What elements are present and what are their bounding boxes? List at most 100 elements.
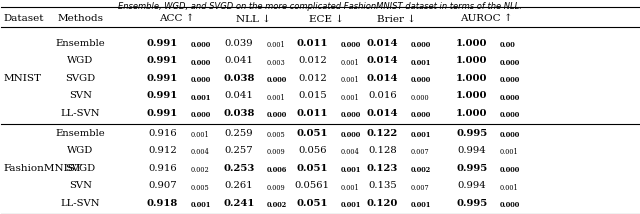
Text: LL-SVN: LL-SVN (61, 199, 100, 208)
Text: 0.000: 0.000 (267, 76, 287, 84)
Text: 0.001: 0.001 (411, 201, 431, 209)
Text: 0.001: 0.001 (340, 59, 359, 67)
Text: 0.000: 0.000 (500, 131, 520, 139)
Text: 0.001: 0.001 (340, 76, 359, 84)
Text: Ensemble: Ensemble (56, 39, 106, 48)
Text: 0.004: 0.004 (340, 149, 359, 156)
Text: 0.001: 0.001 (340, 166, 361, 174)
Text: 0.015: 0.015 (298, 91, 326, 100)
Text: 0.912: 0.912 (148, 146, 177, 155)
Text: 0.135: 0.135 (368, 181, 397, 190)
Text: 0.038: 0.038 (223, 109, 255, 118)
Text: 0.039: 0.039 (225, 39, 253, 48)
Text: 0.051: 0.051 (296, 128, 328, 138)
Text: 0.241: 0.241 (223, 199, 255, 208)
Text: 0.991: 0.991 (147, 74, 178, 83)
Text: 0.907: 0.907 (148, 181, 177, 190)
Text: AUROC ↑: AUROC ↑ (460, 15, 513, 24)
Text: 0.002: 0.002 (411, 166, 431, 174)
Text: 0.916: 0.916 (148, 163, 177, 172)
Text: 0.994: 0.994 (458, 146, 486, 155)
Text: Ensemble: Ensemble (56, 128, 106, 138)
Text: 0.120: 0.120 (367, 199, 398, 208)
Text: 0.001: 0.001 (411, 131, 431, 139)
Text: 0.000: 0.000 (190, 76, 211, 84)
Text: 0.991: 0.991 (147, 56, 178, 65)
Text: 0.014: 0.014 (367, 39, 398, 48)
Text: 0.005: 0.005 (190, 184, 209, 192)
Text: MNIST: MNIST (4, 74, 42, 83)
Text: 1.000: 1.000 (456, 91, 488, 100)
Text: 0.000: 0.000 (267, 111, 287, 119)
Text: 0.123: 0.123 (367, 163, 398, 172)
Text: 0.005: 0.005 (267, 131, 285, 139)
Text: 0.001: 0.001 (267, 41, 285, 49)
Text: SVGD: SVGD (65, 74, 95, 83)
Text: 0.000: 0.000 (340, 111, 361, 119)
Text: 0.001: 0.001 (190, 201, 211, 209)
Text: 0.0561: 0.0561 (295, 181, 330, 190)
Text: 0.014: 0.014 (367, 74, 398, 83)
Text: 0.041: 0.041 (225, 56, 253, 65)
Text: 0.014: 0.014 (367, 56, 398, 65)
Text: 0.916: 0.916 (148, 128, 177, 138)
Text: 0.007: 0.007 (411, 149, 429, 156)
Text: 0.253: 0.253 (223, 163, 255, 172)
Text: ECE ↓: ECE ↓ (309, 15, 344, 24)
Text: 0.991: 0.991 (147, 91, 178, 100)
Text: 0.995: 0.995 (456, 163, 488, 172)
Text: 0.995: 0.995 (456, 199, 488, 208)
Text: SVN: SVN (69, 91, 92, 100)
Text: 0.995: 0.995 (456, 128, 488, 138)
Text: 0.000: 0.000 (500, 166, 520, 174)
Text: 0.038: 0.038 (223, 74, 255, 83)
Text: 0.002: 0.002 (267, 201, 287, 209)
Text: 0.056: 0.056 (298, 146, 326, 155)
Text: 1.000: 1.000 (456, 39, 488, 48)
Text: SVN: SVN (69, 181, 92, 190)
Text: 0.012: 0.012 (298, 74, 326, 83)
Text: 0.991: 0.991 (147, 39, 178, 48)
Text: 0.261: 0.261 (225, 181, 253, 190)
Text: 0.002: 0.002 (190, 166, 209, 174)
Text: 1.000: 1.000 (456, 74, 488, 83)
Text: Brier ↓: Brier ↓ (377, 15, 416, 24)
Text: 0.051: 0.051 (296, 163, 328, 172)
Text: 0.000: 0.000 (500, 94, 520, 102)
Text: 0.000: 0.000 (411, 76, 431, 84)
Text: 0.128: 0.128 (368, 146, 397, 155)
Text: 0.014: 0.014 (367, 109, 398, 118)
Text: 0.009: 0.009 (267, 184, 285, 192)
Text: 0.000: 0.000 (411, 111, 431, 119)
Text: FashionMNIST: FashionMNIST (4, 163, 83, 172)
Text: 0.991: 0.991 (147, 109, 178, 118)
Text: 0.004: 0.004 (190, 149, 209, 156)
Text: 0.000: 0.000 (411, 41, 431, 49)
Text: Ensemble, WGD, and SVGD on the more complicated FashionMNIST dataset in terms of: Ensemble, WGD, and SVGD on the more comp… (118, 2, 522, 11)
Text: 0.000: 0.000 (500, 59, 520, 67)
Text: 0.000: 0.000 (500, 111, 520, 119)
Text: 0.016: 0.016 (368, 91, 397, 100)
Text: 0.000: 0.000 (500, 76, 520, 84)
Text: Methods: Methods (58, 15, 104, 24)
Text: 0.00: 0.00 (500, 41, 516, 49)
Text: 0.009: 0.009 (267, 149, 285, 156)
Text: 0.259: 0.259 (225, 128, 253, 138)
Text: 0.006: 0.006 (267, 166, 287, 174)
Text: 0.041: 0.041 (225, 91, 253, 100)
Text: 1.000: 1.000 (456, 56, 488, 65)
Text: 0.918: 0.918 (147, 199, 178, 208)
Text: 0.994: 0.994 (458, 181, 486, 190)
Text: WGD: WGD (67, 146, 93, 155)
Text: 0.011: 0.011 (296, 109, 328, 118)
Text: 0.000: 0.000 (340, 41, 361, 49)
Text: WGD: WGD (67, 56, 93, 65)
Text: Dataset: Dataset (4, 15, 44, 24)
Text: 0.012: 0.012 (298, 56, 326, 65)
Text: 0.001: 0.001 (267, 94, 285, 102)
Text: 0.051: 0.051 (296, 199, 328, 208)
Text: 0.001: 0.001 (190, 131, 209, 139)
Text: 0.000: 0.000 (340, 131, 361, 139)
Text: 0.000: 0.000 (190, 41, 211, 49)
Text: 0.001: 0.001 (190, 94, 211, 102)
